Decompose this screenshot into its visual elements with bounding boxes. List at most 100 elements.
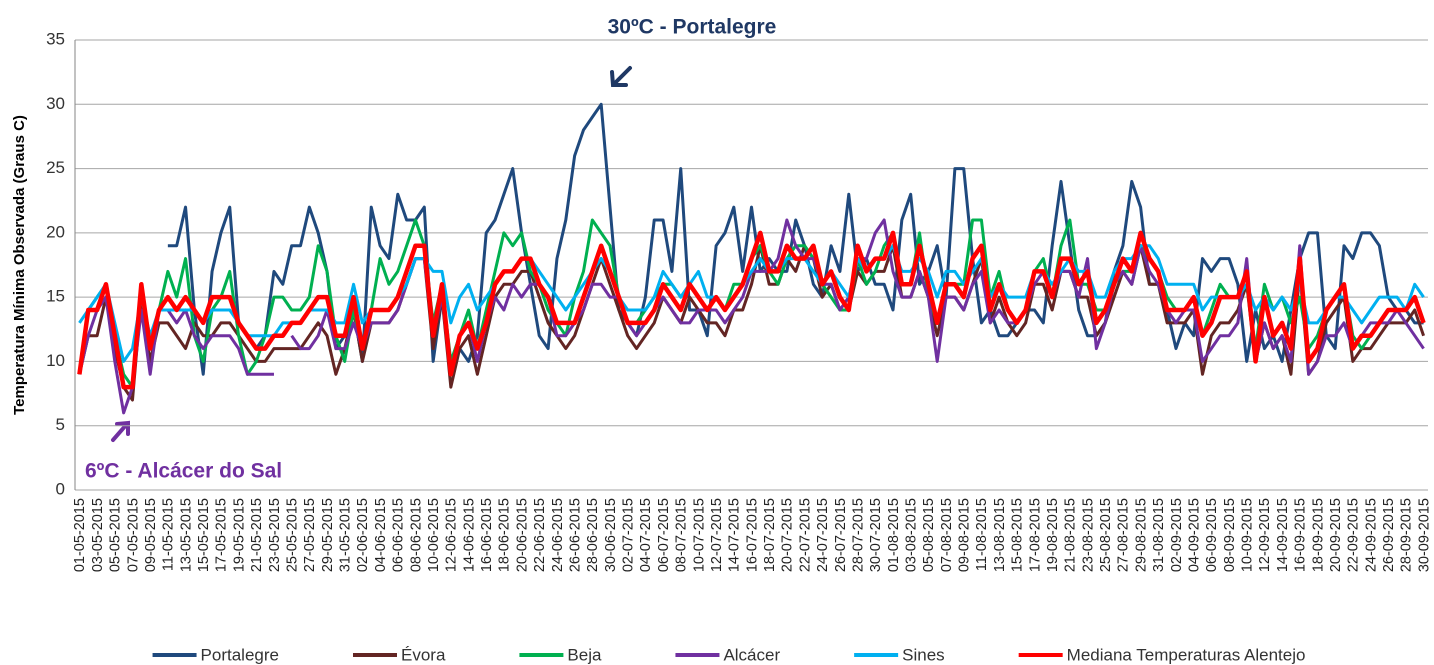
x-tick-label: 26-09-2015: [1381, 498, 1397, 572]
x-tick-label: 05-05-2015: [108, 498, 124, 572]
legend-item: Évora: [352, 645, 446, 664]
annotation: 30ºC - Portalegre: [608, 16, 777, 39]
x-tick-label: 25-08-2015: [1098, 498, 1114, 572]
x-tick-label: 02-07-2015: [621, 498, 637, 572]
x-tick-label: 16-09-2015: [1293, 498, 1309, 572]
x-tick-label: 30-06-2015: [603, 498, 619, 572]
x-tick-label: 16-07-2015: [744, 498, 760, 572]
series-line: [77, 218, 1425, 389]
legend-label: Mediana Temperaturas Alentejo: [1067, 645, 1306, 664]
x-tick-label: 31-08-2015: [1151, 498, 1167, 572]
x-tick-label: 20-09-2015: [1328, 498, 1344, 572]
x-tick-label: 03-05-2015: [90, 498, 106, 572]
x-tick-label: 16-06-2015: [479, 498, 495, 572]
y-tick-label: 30: [46, 94, 65, 113]
x-tick-label: 17-05-2015: [214, 498, 230, 572]
y-axis-label: Temperatura Mínima Observada (Graus C): [11, 115, 28, 415]
x-tick-label: 24-07-2015: [815, 498, 831, 572]
x-tick-label: 27-05-2015: [302, 498, 318, 572]
y-tick-label: 35: [46, 29, 65, 48]
x-tick-label: 12-09-2015: [1257, 498, 1273, 572]
x-tick-label: 21-05-2015: [249, 498, 265, 572]
legend-label: Alcácer: [723, 645, 780, 664]
x-tick-label: 28-06-2015: [585, 498, 601, 572]
x-tick-label: 29-05-2015: [320, 498, 336, 572]
x-tick-label: 01-08-2015: [886, 498, 902, 572]
legend-item: Mediana Temperaturas Alentejo: [1018, 645, 1306, 664]
y-tick-label: 5: [56, 415, 65, 434]
x-tick-label: 20-06-2015: [514, 498, 530, 572]
x-tick-label: 22-09-2015: [1346, 498, 1362, 572]
x-tick-label: 21-08-2015: [1063, 498, 1079, 572]
legend-label: Portalegre: [201, 645, 279, 664]
y-tick-label: 0: [56, 479, 65, 498]
x-tick-label: 24-09-2015: [1363, 498, 1379, 572]
x-tick-label: 10-09-2015: [1240, 498, 1256, 572]
x-tick-label: 11-05-2015: [161, 498, 177, 571]
x-tick-label: 24-06-2015: [550, 498, 566, 572]
legend-label: Évora: [401, 645, 446, 664]
x-tick-label: 12-06-2015: [444, 498, 460, 572]
x-tick-label: 01-05-2015: [72, 498, 88, 572]
x-tick-label: 11-08-2015: [974, 498, 990, 571]
x-tick-label: 06-06-2015: [391, 498, 407, 572]
x-tick-label: 10-06-2015: [426, 498, 442, 572]
x-tick-label: 25-05-2015: [284, 498, 300, 572]
x-tick-label: 28-07-2015: [850, 498, 866, 572]
x-tick-label: 18-07-2015: [762, 498, 778, 572]
x-tick-label: 22-06-2015: [532, 498, 548, 572]
x-tick-label: 09-05-2015: [143, 498, 159, 572]
x-tick-label: 28-09-2015: [1399, 498, 1415, 572]
x-tick-label: 05-08-2015: [921, 498, 937, 572]
x-tick-label: 02-06-2015: [355, 498, 371, 572]
x-tick-label: 30-09-2015: [1416, 498, 1432, 572]
series-line: [167, 102, 1424, 376]
x-tick-label: 07-08-2015: [939, 498, 955, 572]
x-tick-label: 20-07-2015: [780, 498, 796, 572]
x-tick-label: 14-07-2015: [727, 498, 743, 572]
x-tick-label: 07-05-2015: [125, 498, 141, 572]
legend-item: Alcácer: [675, 645, 780, 664]
legend-item: Sines: [854, 645, 945, 664]
legend-item: Portalegre: [152, 645, 279, 664]
series-line: [77, 230, 1426, 390]
x-tick-label: 08-07-2015: [674, 498, 690, 572]
x-tick-label: 23-05-2015: [267, 498, 283, 572]
x-tick-label: 14-09-2015: [1275, 498, 1291, 572]
y-tick-label: 15: [46, 287, 65, 306]
x-tick-label: 08-06-2015: [408, 498, 424, 572]
x-tick-label: 02-09-2015: [1169, 498, 1185, 572]
x-tick-label: 10-07-2015: [691, 498, 707, 572]
x-tick-label: 18-06-2015: [497, 498, 513, 572]
x-tick-label: 18-09-2015: [1310, 498, 1326, 572]
legend-label: Beja: [567, 645, 602, 664]
x-tick-label: 08-09-2015: [1222, 498, 1238, 572]
x-tick-label: 27-08-2015: [1116, 498, 1132, 572]
arrow: [111, 420, 130, 442]
x-tick-label: 04-09-2015: [1186, 498, 1202, 572]
x-tick-label: 15-08-2015: [1010, 498, 1026, 572]
x-tick-label: 29-08-2015: [1133, 498, 1149, 572]
x-tick-label: 06-09-2015: [1204, 498, 1220, 572]
x-tick-label: 15-05-2015: [196, 498, 212, 572]
x-tick-label: 30-07-2015: [868, 498, 884, 572]
x-tick-label: 23-08-2015: [1080, 498, 1096, 572]
x-tick-label: 04-06-2015: [373, 498, 389, 572]
arrow: [610, 66, 632, 87]
y-tick-label: 20: [46, 222, 65, 241]
y-tick-label: 10: [46, 351, 65, 370]
x-tick-label: 04-07-2015: [638, 498, 654, 572]
annotation: 6ºC - Alcácer do Sal: [85, 460, 282, 483]
x-tick-label: 26-06-2015: [567, 498, 583, 572]
x-tick-label: 14-06-2015: [461, 498, 477, 572]
x-tick-label: 12-07-2015: [709, 498, 725, 572]
x-tick-label: 19-05-2015: [231, 498, 247, 572]
x-tick-label: 13-08-2015: [992, 498, 1008, 572]
x-tick-label: 13-05-2015: [178, 498, 194, 572]
x-tick-label: 09-08-2015: [957, 498, 973, 572]
x-tick-label: 26-07-2015: [833, 498, 849, 572]
x-tick-label: 17-08-2015: [1027, 498, 1043, 572]
legend-label: Sines: [902, 645, 945, 664]
